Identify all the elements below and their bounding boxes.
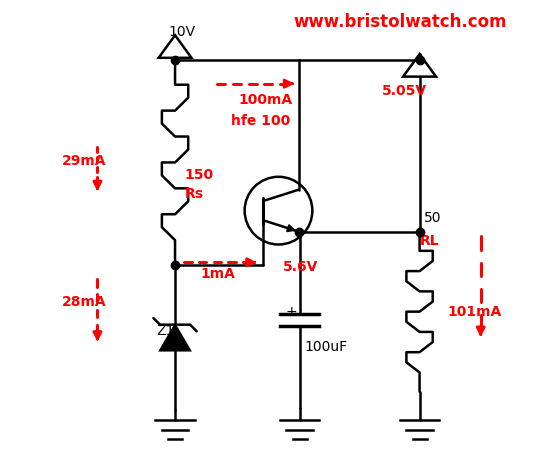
Text: RL: RL: [419, 234, 439, 248]
Text: 1mA: 1mA: [201, 267, 236, 281]
Text: +: +: [286, 305, 297, 319]
Text: 101mA: 101mA: [448, 305, 502, 319]
Text: 28mA: 28mA: [62, 295, 107, 309]
Polygon shape: [160, 324, 190, 350]
Text: hfe 100: hfe 100: [232, 114, 291, 128]
Text: 29mA: 29mA: [62, 154, 107, 168]
Text: Rs: Rs: [184, 187, 203, 201]
Text: 100uF: 100uF: [304, 340, 348, 354]
Text: 10V: 10V: [168, 25, 195, 39]
Text: 5.05V: 5.05V: [382, 84, 427, 98]
Text: Z1: Z1: [157, 324, 174, 338]
Text: 150: 150: [184, 168, 213, 183]
Text: 50: 50: [424, 210, 442, 225]
Text: www.bristolwatch.com: www.bristolwatch.com: [293, 13, 506, 31]
Text: 100mA: 100mA: [238, 93, 292, 107]
Text: 5.6V: 5.6V: [283, 260, 319, 274]
